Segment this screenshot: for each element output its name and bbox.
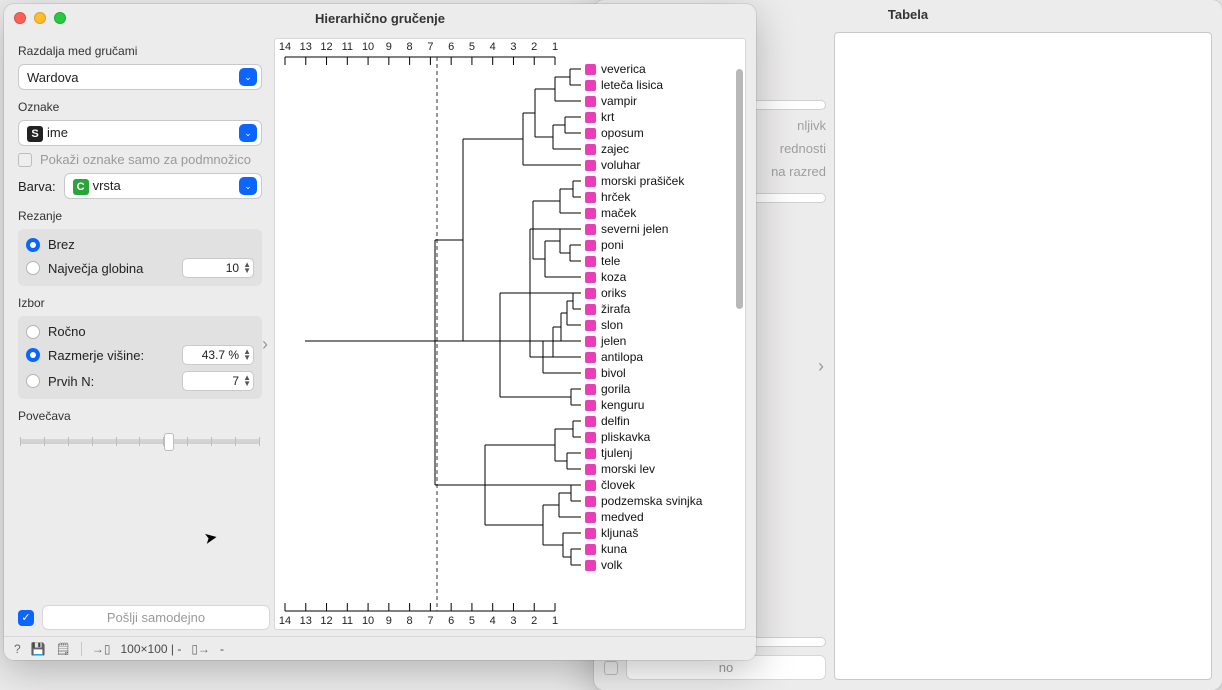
color-label: Barva: [18, 179, 56, 194]
partial-text: na razred [771, 164, 826, 179]
linkage-label: Razdalja med gručami [18, 44, 262, 58]
radio-icon [26, 238, 40, 252]
partial-text: nljivk [797, 118, 826, 133]
send-auto-button[interactable]: Pošlji samodejno [42, 605, 270, 630]
pruning-label: Rezanje [18, 209, 262, 223]
window-title: Tabela [888, 7, 928, 22]
axis-tick-label: 5 [463, 41, 481, 53]
titlebar-hc[interactable]: Hierarhično gručenje [4, 4, 756, 32]
pruning-depth-input[interactable]: 10 ▲▼ [182, 258, 254, 278]
sel-manual-label: Ročno [48, 324, 86, 339]
tabela-view [834, 32, 1212, 680]
slider-thumb-icon[interactable] [164, 433, 174, 451]
traffic-close-icon[interactable] [14, 12, 26, 24]
radio-icon [26, 261, 40, 275]
axis-tick-label: 6 [442, 615, 460, 627]
subset-only-label: Pokaži oznake samo za podmnožico [40, 152, 251, 167]
pruning-panel: Brez Največja globina 10 ▲▼ [18, 229, 262, 286]
radio-icon [26, 348, 40, 362]
status-out: - [220, 642, 224, 656]
axis-tick-label: 7 [421, 41, 439, 53]
radio-icon [26, 325, 40, 339]
selection-panel: Ročno Razmerje višine: 43.7 % ▲▼ Prvih N… [18, 316, 262, 399]
sel-topn-input[interactable]: 7 ▲▼ [182, 371, 254, 391]
axis-tick-label: 13 [297, 615, 315, 627]
save-icon[interactable]: 💾 [31, 642, 46, 656]
help-icon[interactable]: ? [14, 642, 21, 656]
sel-ratio-row[interactable]: Razmerje višine: 43.7 % ▲▼ [26, 345, 254, 365]
axis-tick-label: 12 [318, 41, 336, 53]
axis-tick-label: 3 [504, 41, 522, 53]
radio-icon [26, 374, 40, 388]
axis-tick-label: 14 [276, 41, 294, 53]
status-bar: ? 💾 🗒 →▯ 100×100 | - ▯→ - [4, 636, 756, 660]
linkage-combo[interactable]: Wardova ⌄ [18, 64, 262, 90]
traffic-zoom-icon[interactable] [54, 12, 66, 24]
partial-text: rednosti [780, 141, 826, 156]
window-hier-clustering: Hierarhično gručenje Razdalja med gručam… [4, 4, 756, 660]
tabela-autosend-check[interactable] [604, 661, 618, 675]
chevron-right-icon[interactable]: › [262, 334, 268, 355]
sel-topn-label: Prvih N: [48, 374, 94, 389]
axis-tick-label: 1 [546, 615, 564, 627]
axis-tick-label: 14 [276, 615, 294, 627]
axis-tick-label: 2 [525, 615, 543, 627]
dendrogram-view[interactable]: vevericaleteča lisicavampirkrtoposumzaje… [274, 38, 746, 630]
axis-tick-label: 11 [338, 41, 356, 53]
axis-tick-label: 11 [338, 615, 356, 627]
pruning-depth-row[interactable]: Največja globina 10 ▲▼ [26, 258, 254, 278]
chevron-right-icon[interactable]: › [818, 356, 824, 377]
scrollbar[interactable] [736, 69, 743, 309]
axis-tick-label: 2 [525, 41, 543, 53]
axis-tick-label: 6 [442, 41, 460, 53]
pruning-depth-label: Največja globina [48, 261, 143, 276]
axis-tick-label: 3 [504, 615, 522, 627]
color-value: vrsta [93, 178, 121, 193]
axis-tick-label: 4 [484, 41, 502, 53]
axis-tick-label: 8 [401, 615, 419, 627]
sel-manual-row[interactable]: Ročno [26, 324, 254, 339]
axis-tick-label: 12 [318, 615, 336, 627]
annotations-combo[interactable]: Sime ⌄ [18, 120, 262, 146]
traffic-min-icon[interactable] [34, 12, 46, 24]
axis-tick-label: 13 [297, 41, 315, 53]
chevron-down-icon: ⌄ [239, 68, 257, 86]
axis-tick-label: 8 [401, 41, 419, 53]
axis-tick-label: 10 [359, 615, 377, 627]
annotations-label: Oznake [18, 100, 262, 114]
zoom-slider[interactable] [20, 439, 260, 444]
pruning-none-label: Brez [48, 237, 75, 252]
input-icon: →▯ [92, 642, 111, 656]
axis-tick-label: 9 [380, 41, 398, 53]
autosend-checkbox[interactable]: ✓ [18, 610, 34, 626]
axis-tick-label: 5 [463, 615, 481, 627]
sel-topn-row[interactable]: Prvih N: 7 ▲▼ [26, 371, 254, 391]
chevron-down-icon: ⌄ [239, 177, 257, 195]
sel-ratio-label: Razmerje višine: [48, 348, 144, 363]
report-icon[interactable]: 🗒 [56, 642, 71, 656]
color-combo[interactable]: Cvrsta ⌄ [64, 173, 262, 199]
output-icon: ▯→ [191, 642, 210, 656]
chevron-down-icon: ⌄ [239, 124, 257, 142]
axis-tick-label: 9 [380, 615, 398, 627]
selection-label: Izbor [18, 296, 262, 310]
status-dims: 100×100 | - [120, 642, 181, 656]
axis-tick-label: 7 [421, 615, 439, 627]
sel-ratio-input[interactable]: 43.7 % ▲▼ [182, 345, 254, 365]
hc-sidebar: Razdalja med gručami Wardova ⌄ Oznake Si… [4, 32, 274, 636]
subset-only-checkbox[interactable] [18, 153, 32, 167]
axis-tick-label: 1 [546, 41, 564, 53]
zoom-label: Povečava [18, 409, 262, 423]
annotations-value: ime [47, 125, 68, 140]
axis-tick-label: 4 [484, 615, 502, 627]
window-title: Hierarhično gručenje [315, 11, 445, 26]
linkage-value: Wardova [27, 70, 79, 85]
pruning-none-row[interactable]: Brez [26, 237, 254, 252]
axis-tick-label: 10 [359, 41, 377, 53]
